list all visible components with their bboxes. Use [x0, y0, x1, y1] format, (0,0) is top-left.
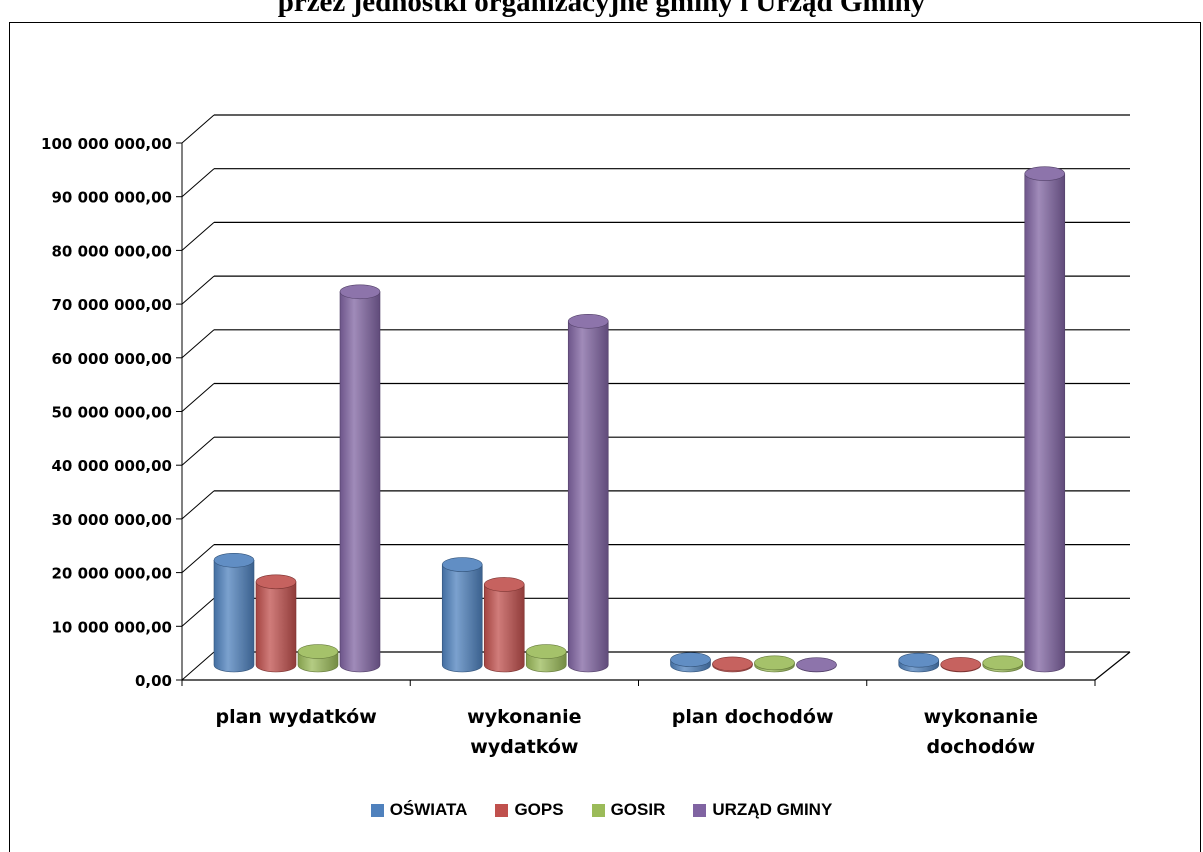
legend-item-urzad-gminy: URZĄD GMINY	[693, 800, 832, 820]
y-tick-label: 70 000 000,00	[51, 296, 172, 314]
y-tick-label: 60 000 000,00	[51, 350, 172, 368]
x-tick-label: wydatków	[470, 736, 578, 758]
y-tick-label: 0,00	[135, 672, 172, 690]
gridline-diagonal	[181, 383, 215, 412]
bar-top	[213, 552, 255, 568]
legend-swatch	[591, 803, 605, 817]
chart-frame	[9, 22, 1201, 852]
bar-gops	[483, 584, 525, 673]
floor-edge	[1094, 651, 1131, 681]
y-tick-label: 100 000 000,00	[41, 135, 172, 153]
legend-swatch	[370, 803, 384, 817]
bar-top	[796, 657, 837, 673]
legend-item-oswiata: OŚWIATA	[370, 800, 468, 820]
y-tick-label: 50 000 000,00	[51, 404, 172, 422]
gridline-diagonal	[181, 222, 215, 251]
chart-title: przez jednostki organizacyjne gminy i Ur…	[277, 0, 926, 18]
bar-top	[525, 644, 567, 659]
y-tick-label: 20 000 000,00	[51, 565, 172, 583]
gridline-diagonal	[181, 436, 215, 466]
x-tick-label: wykonanie	[467, 706, 581, 728]
x-tick-label: plan wydatków	[216, 706, 377, 728]
legend-item-gops: GOPS	[495, 800, 564, 820]
bar-top	[670, 652, 711, 667]
legend-swatch	[693, 803, 707, 817]
bar-urząd-gminy	[339, 291, 381, 673]
gridline-diagonal	[181, 329, 215, 359]
x-tick-label: dochodów	[927, 736, 1036, 758]
legend-label: GOSIR	[610, 800, 666, 819]
bar-top	[297, 644, 339, 659]
bar-top	[483, 577, 525, 592]
y-tick-label: 30 000 000,00	[51, 511, 172, 529]
gridline-diagonal	[181, 114, 215, 144]
gridline-diagonal	[181, 544, 215, 573]
bar-top	[339, 284, 381, 300]
y-tick-label: 40 000 000,00	[51, 457, 172, 475]
x-tick-label: plan dochodów	[672, 706, 834, 728]
gridline-diagonal	[181, 597, 215, 627]
legend-label: GOPS	[514, 800, 564, 819]
bar-top	[712, 656, 753, 672]
bar-top	[567, 314, 609, 329]
legend-label: URZĄD GMINY	[712, 800, 833, 819]
bar-oświata	[213, 559, 255, 673]
gridline-diagonal	[181, 168, 215, 198]
bar-top	[255, 574, 297, 590]
legend-swatch	[495, 803, 509, 817]
y-tick-label: 80 000 000,00	[51, 242, 172, 260]
y-tick-label: 90 000 000,00	[51, 189, 172, 207]
bar-top	[898, 652, 940, 668]
bar-oświata	[441, 564, 483, 673]
bar-top	[441, 557, 483, 572]
bar-top	[982, 655, 1024, 671]
bar-urząd-gminy	[1024, 173, 1066, 673]
legend-label: OŚWIATA	[389, 800, 468, 819]
gridline-diagonal	[181, 490, 215, 520]
legend: OŚWIATA GOPS GOSIR URZĄD GMINY	[0, 800, 1203, 820]
bar-urząd-gminy	[567, 321, 609, 673]
gridline-diagonal	[181, 275, 215, 305]
x-tick-label: wykonanie	[924, 706, 1038, 728]
gridline-diagonal	[181, 651, 215, 681]
bar-gops	[255, 581, 297, 673]
legend-item-gosir: GOSIR	[591, 800, 666, 820]
bar-top	[754, 655, 795, 671]
y-tick-label: 10 000 000,00	[51, 618, 172, 636]
bar-top	[940, 657, 982, 672]
bar-top	[1024, 166, 1066, 181]
